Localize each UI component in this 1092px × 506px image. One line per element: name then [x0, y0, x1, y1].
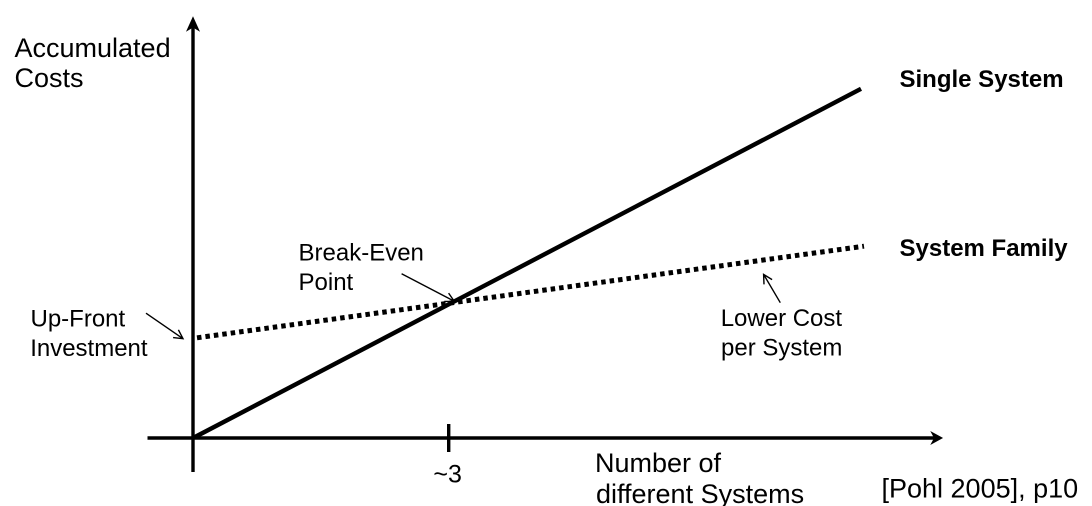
- svg-text:per System: per System: [721, 335, 842, 362]
- svg-text:different Systems: different Systems: [596, 479, 804, 506]
- svg-text:Lower Cost: Lower Cost: [721, 305, 843, 332]
- svg-text:Investment: Investment: [30, 335, 148, 362]
- svg-text:~3: ~3: [433, 460, 462, 488]
- svg-text:Point: Point: [299, 269, 354, 296]
- svg-text:[Pohl 2005], p10: [Pohl 2005], p10: [882, 474, 1079, 504]
- svg-text:Single System: Single System: [900, 66, 1064, 93]
- svg-text:Up-Front: Up-Front: [31, 305, 126, 332]
- svg-text:Number of: Number of: [595, 448, 722, 478]
- svg-text:Costs: Costs: [15, 63, 84, 93]
- svg-text:System Family: System Family: [900, 235, 1069, 262]
- svg-text:Accumulated: Accumulated: [15, 33, 171, 63]
- svg-text:Break-Even: Break-Even: [299, 239, 424, 266]
